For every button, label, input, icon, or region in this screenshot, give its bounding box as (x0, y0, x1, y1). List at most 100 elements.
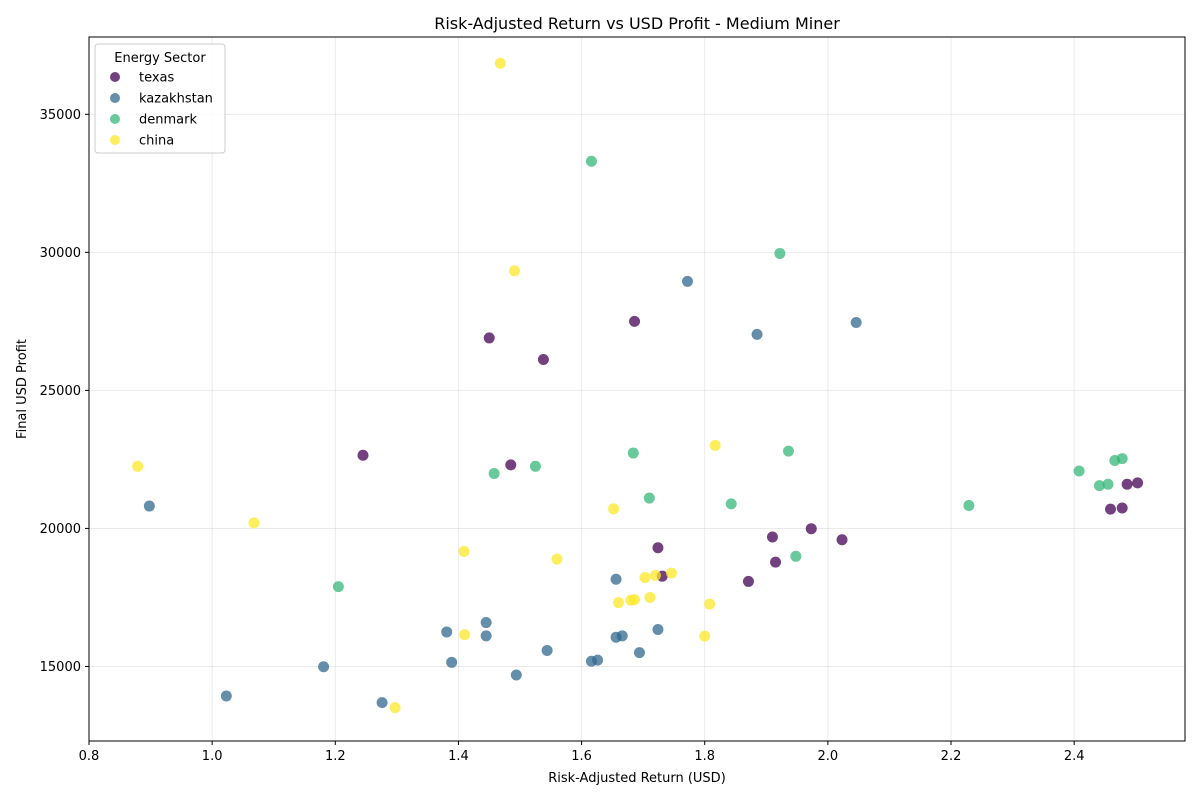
data-point-denmark (332, 581, 344, 593)
legend-marker-texas (110, 72, 120, 82)
data-point-kazakhstan (143, 500, 155, 512)
grid (88, 37, 1185, 741)
legend-title: Energy Sector (114, 51, 206, 66)
data-point-denmark (643, 492, 655, 504)
data-point-china (389, 702, 401, 714)
data-point-kazakhstan (446, 656, 458, 668)
x-tick-label: 2.4 (1064, 749, 1085, 764)
legend: Energy Sector texas kazakhstan denmark chin… (94, 43, 226, 154)
legend-marker-kazakhstan (110, 93, 120, 103)
data-point-china (508, 265, 520, 277)
plot-frame (88, 36, 1186, 742)
data-point-denmark (1093, 480, 1105, 492)
data-point-denmark (1102, 478, 1114, 490)
x-tick-label: 1.8 (694, 749, 715, 764)
y-axis-ticks: 15000 20000 25000 30000 35000 (40, 108, 89, 675)
data-point-kazakhstan (850, 316, 862, 328)
data-point-kazakhstan (441, 626, 453, 638)
data-point-texas (652, 542, 664, 554)
data-point-kazakhstan (633, 647, 645, 659)
data-point-texas (836, 534, 848, 546)
y-axis-label: Final USD Profit (15, 339, 30, 439)
data-point-kazakhstan (616, 630, 628, 642)
data-point-china (709, 439, 721, 451)
data-point-texas (1116, 502, 1128, 514)
legend-items: texas kazakhstan denmark china (110, 71, 213, 149)
data-point-china (704, 598, 716, 610)
data-point-texas (357, 449, 369, 461)
data-point-texas (537, 353, 549, 365)
data-point-denmark (782, 445, 794, 457)
data-point-china (494, 57, 506, 69)
data-point-texas (770, 556, 782, 568)
data-point-kazakhstan (592, 654, 604, 666)
data-point-denmark (529, 460, 541, 472)
chart-title: Risk-Adjusted Return vs USD Profit - Med… (434, 14, 840, 33)
data-point-texas (1132, 477, 1144, 489)
data-point-denmark (774, 247, 786, 259)
x-tick-label: 1.2 (325, 749, 346, 764)
data-point-china (132, 460, 144, 472)
x-axis-label: Risk-Adjusted Return (USD) (548, 771, 726, 786)
x-tick-label: 2.2 (941, 749, 962, 764)
data-point-denmark (1116, 453, 1128, 465)
data-points (132, 57, 1144, 714)
data-point-kazakhstan (652, 623, 664, 635)
data-point-kazakhstan (220, 690, 232, 702)
data-point-texas (1104, 503, 1116, 515)
data-point-china (629, 594, 641, 606)
data-point-texas (766, 531, 778, 543)
data-point-kazakhstan (480, 617, 492, 629)
data-point-denmark (488, 467, 500, 479)
data-point-texas (742, 575, 754, 587)
data-point-denmark (790, 550, 802, 562)
x-tick-label: 1.6 (571, 749, 592, 764)
data-point-kazakhstan (541, 644, 553, 656)
data-point-china (613, 597, 625, 609)
data-point-kazakhstan (751, 328, 763, 340)
data-point-china (639, 572, 651, 584)
data-point-denmark (725, 498, 737, 510)
legend-label-china: china (139, 134, 174, 149)
data-point-china (644, 591, 656, 603)
data-point-china (608, 503, 620, 515)
data-point-texas (505, 459, 517, 471)
legend-marker-denmark (110, 114, 120, 124)
legend-label-denmark: denmark (139, 113, 197, 128)
y-tick-label: 15000 (40, 660, 81, 675)
x-axis-ticks: 0.8 1.0 1.2 1.4 1.6 1.8 2.0 2.2 2.4 (79, 741, 1085, 764)
y-tick-label: 20000 (40, 522, 81, 537)
data-point-texas (483, 332, 495, 344)
data-point-kazakhstan (510, 669, 522, 681)
data-point-china (458, 545, 470, 557)
legend-label-kazakhstan: kazakhstan (139, 92, 213, 107)
data-point-china (649, 569, 661, 581)
data-point-denmark (627, 447, 639, 459)
data-point-texas (629, 315, 641, 327)
x-tick-label: 0.8 (79, 749, 100, 764)
y-tick-label: 30000 (40, 246, 81, 261)
legend-label-texas: texas (139, 71, 175, 86)
data-point-denmark (1073, 465, 1085, 477)
data-point-kazakhstan (318, 661, 330, 673)
data-point-texas (805, 523, 817, 535)
data-point-china (248, 517, 260, 529)
x-tick-label: 1.4 (448, 749, 469, 764)
data-point-kazakhstan (610, 573, 622, 585)
data-point-china (665, 567, 677, 579)
legend-marker-china (110, 135, 120, 145)
data-point-china (551, 553, 563, 565)
legend-box (94, 43, 226, 154)
y-tick-label: 35000 (40, 108, 81, 123)
data-point-china (459, 629, 471, 641)
y-tick-label: 25000 (40, 384, 81, 399)
x-tick-label: 1.0 (202, 749, 223, 764)
data-point-denmark (585, 155, 597, 167)
data-point-kazakhstan (681, 275, 693, 287)
x-tick-label: 2.0 (818, 749, 839, 764)
data-point-kazakhstan (480, 630, 492, 642)
data-point-china (699, 630, 711, 642)
data-point-denmark (963, 500, 975, 512)
data-point-texas (1121, 478, 1133, 490)
